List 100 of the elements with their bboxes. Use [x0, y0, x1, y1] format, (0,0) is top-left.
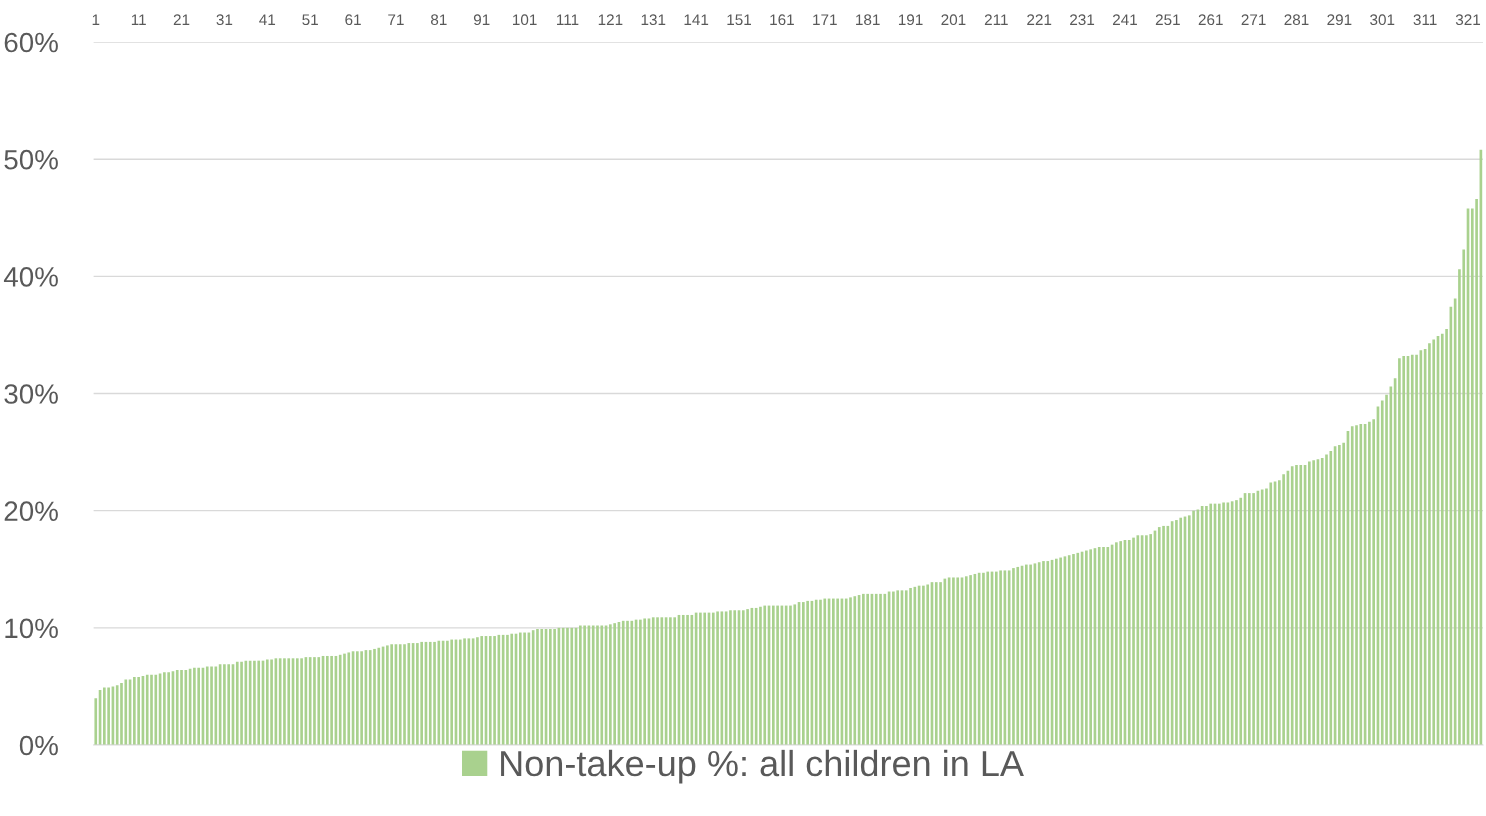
- bar: [1209, 503, 1213, 746]
- bar: [1338, 445, 1341, 746]
- bar: [1097, 547, 1101, 746]
- bar: [952, 577, 955, 746]
- bar: [175, 670, 179, 746]
- bar: [253, 660, 256, 746]
- bar: [656, 617, 659, 746]
- bar: [1325, 454, 1328, 746]
- bar: [806, 600, 809, 746]
- bar: [1269, 482, 1273, 746]
- bar: [386, 645, 389, 746]
- x-tick-label: 81: [430, 14, 447, 26]
- x-tick-label: 141: [684, 14, 709, 25]
- bar: [407, 643, 411, 746]
- bar: [874, 593, 878, 746]
- x-tick-label: 241: [1112, 14, 1137, 25]
- y-tick-label: 30%: [4, 384, 58, 404]
- bar: [733, 610, 737, 746]
- bar: [711, 612, 715, 746]
- bar: [784, 605, 788, 746]
- bar: [1368, 421, 1371, 746]
- bar: [771, 605, 775, 746]
- bar: [540, 629, 544, 746]
- bar: [1046, 561, 1050, 746]
- bar: [982, 572, 985, 746]
- bar: [716, 611, 719, 746]
- bar: [1222, 502, 1225, 746]
- bar: [343, 653, 346, 746]
- bar: [986, 571, 990, 746]
- bar: [699, 612, 702, 746]
- bar: [561, 627, 565, 746]
- bar: [1359, 423, 1363, 746]
- bar: [909, 588, 912, 746]
- bar: [458, 639, 462, 746]
- bar: [802, 602, 805, 746]
- bar: [1235, 500, 1238, 746]
- bar: [480, 636, 484, 746]
- bar: [741, 610, 745, 746]
- bar: [1119, 541, 1122, 746]
- bar: [866, 593, 869, 746]
- bar: [613, 623, 616, 746]
- bar: [819, 599, 822, 746]
- bar: [205, 666, 209, 746]
- bar: [356, 651, 359, 746]
- bar: [596, 625, 599, 746]
- bar: [107, 687, 110, 746]
- bar: [1016, 566, 1020, 746]
- bar: [746, 609, 749, 746]
- x-tick-label: 211: [984, 14, 1008, 25]
- bar: [1042, 561, 1045, 746]
- bar: [450, 639, 454, 746]
- bar: [1012, 568, 1015, 746]
- bar: [377, 647, 381, 746]
- x-tick-label: 221: [1027, 14, 1052, 25]
- bar: [326, 655, 329, 746]
- bar: [235, 661, 239, 746]
- bar: [133, 677, 136, 746]
- bar: [368, 650, 372, 746]
- bar: [1308, 461, 1311, 746]
- bar: [994, 571, 998, 746]
- x-tick-label: 261: [1198, 14, 1223, 26]
- x-tick-label: 61: [345, 14, 361, 26]
- bar: [939, 582, 942, 746]
- bar: [904, 590, 908, 746]
- bar: [283, 658, 286, 746]
- bar: [137, 677, 140, 746]
- bar: [913, 586, 917, 746]
- bar: [193, 667, 196, 746]
- x-tick-label: 251: [1155, 14, 1180, 26]
- bar: [463, 638, 466, 746]
- bar: [115, 685, 119, 746]
- bar: [1102, 547, 1105, 746]
- y-tick-label: 40%: [3, 267, 58, 287]
- bar: [999, 570, 1002, 746]
- x-tick-label: 71: [388, 14, 404, 25]
- bar: [1037, 562, 1041, 746]
- bar: [892, 591, 895, 746]
- bar: [1145, 535, 1148, 746]
- bar: [420, 641, 423, 746]
- bar: [1350, 426, 1354, 746]
- bar: [1402, 356, 1406, 746]
- x-tick-label: 191: [898, 14, 923, 26]
- x-tick-label: 281: [1284, 14, 1309, 26]
- bar: [621, 620, 625, 746]
- bar: [94, 698, 98, 746]
- bar: [1295, 464, 1298, 746]
- bar: [1282, 474, 1285, 746]
- bar: [566, 627, 569, 746]
- legend-label: Non-take-up %: all children in LA: [501, 749, 1024, 784]
- bar: [1398, 358, 1401, 746]
- bar: [1127, 539, 1131, 746]
- bar: [197, 667, 201, 746]
- bar: [1115, 542, 1118, 746]
- bar: [184, 670, 188, 746]
- bar: [609, 624, 612, 746]
- x-tick-label: 231: [1070, 14, 1095, 26]
- bar: [1320, 457, 1324, 746]
- x-tick-label: 51: [302, 14, 318, 26]
- bar: [1299, 464, 1303, 746]
- bar: [1192, 510, 1195, 746]
